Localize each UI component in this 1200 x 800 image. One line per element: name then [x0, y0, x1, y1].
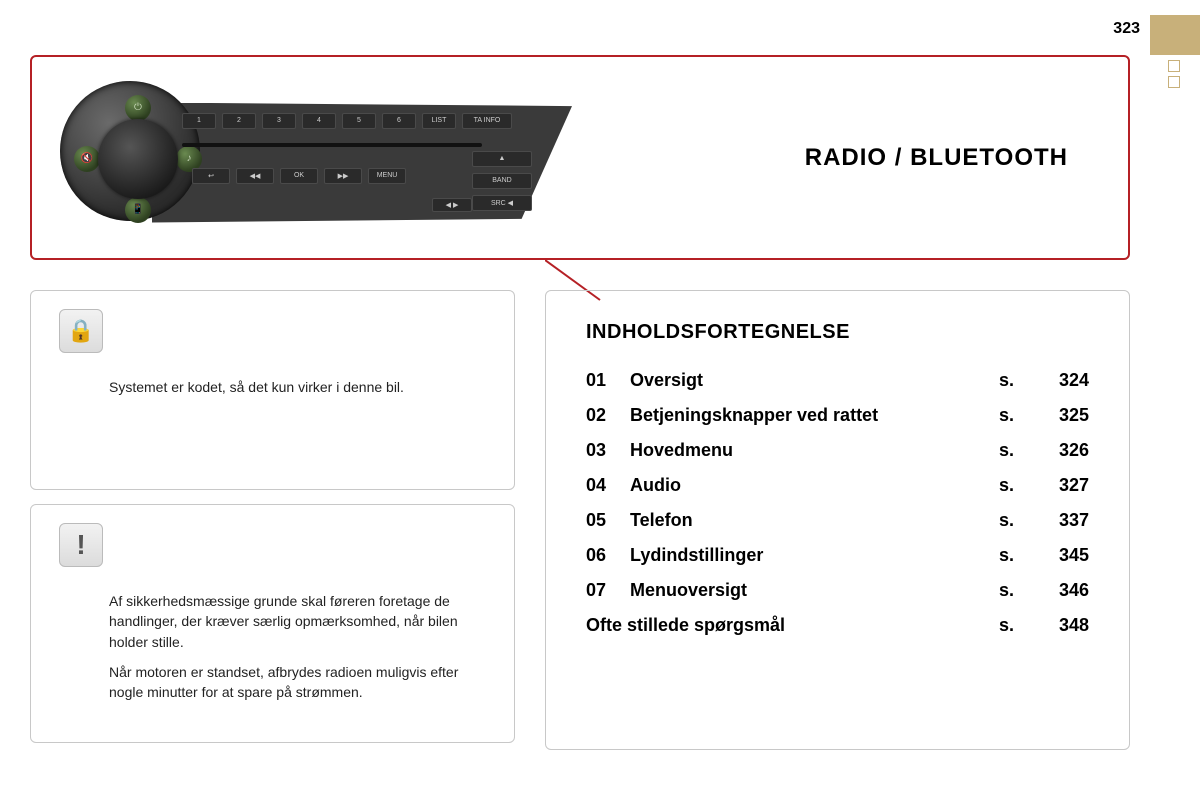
toc-row: 03 Hovedmenu s. 326: [586, 440, 1089, 461]
toc-prefix: s.: [999, 370, 1039, 391]
mute-icon: 🔇: [74, 146, 100, 172]
preset-row: 1 2 3 4 5 6 LIST TA INFO: [182, 113, 512, 129]
warning-text-2: Når motoren er standset, afbrydes radioe…: [109, 662, 476, 703]
page-number: 323: [1113, 20, 1140, 38]
toc-panel: INDHOLDSFORTEGNELSE 01 Oversigt s. 324 0…: [545, 290, 1130, 750]
hero-panel: ⏻ 🔇 ♪ 📱 1 2 3 4 5 6 LIST TA INFO ↩ ◀◀ OK…: [30, 55, 1130, 260]
toc-prefix: s.: [999, 510, 1039, 531]
toc-row: 02 Betjeningsknapper ved rattet s. 325: [586, 405, 1089, 426]
power-icon: ⏻: [125, 95, 151, 121]
toc-prefix: s.: [999, 405, 1039, 426]
src-button: SRC ◀: [472, 195, 532, 211]
toc-num: 03: [586, 440, 630, 461]
toc-num: 05: [586, 510, 630, 531]
toc-page: 324: [1039, 370, 1089, 391]
info-box-lock: 🔒 Systemet er kodet, så det kun virker i…: [30, 290, 515, 490]
toc-row: 06 Lydindstillinger s. 345: [586, 545, 1089, 566]
corner-tab: [1150, 15, 1200, 55]
side-decor: [1168, 60, 1180, 88]
toc-label: Telefon: [630, 510, 999, 531]
toc-row: 05 Telefon s. 337: [586, 510, 1089, 531]
toc-prefix: s.: [999, 440, 1039, 461]
band-button: BAND: [472, 173, 532, 189]
toc-num: 07: [586, 580, 630, 601]
toc-prefix: s.: [999, 475, 1039, 496]
toc-label: Hovedmenu: [630, 440, 999, 461]
phone-icon: 📱: [125, 197, 151, 223]
toc-page: 345: [1039, 545, 1089, 566]
toc-row: 01 Oversigt s. 324: [586, 370, 1089, 391]
toc-label: Betjeningsknapper ved rattet: [630, 405, 999, 426]
radio-device-illustration: ⏻ 🔇 ♪ 📱 1 2 3 4 5 6 LIST TA INFO ↩ ◀◀ OK…: [52, 73, 572, 243]
prev-button: ◀◀: [236, 168, 274, 184]
toc-page: 325: [1039, 405, 1089, 426]
toc-title: INDHOLDSFORTEGNELSE: [586, 321, 1089, 344]
toc-num: 01: [586, 370, 630, 391]
lock-text: Systemet er kodet, så det kun virker i d…: [109, 377, 476, 397]
toc-label: Lydindstillinger: [630, 545, 999, 566]
warning-text-1: Af sikkerhedsmæssige grunde skal føreren…: [109, 591, 476, 652]
toc-row: 04 Audio s. 327: [586, 475, 1089, 496]
toc-page: 346: [1039, 580, 1089, 601]
toc-prefix: s.: [999, 545, 1039, 566]
hero-title: RADIO / BLUETOOTH: [805, 144, 1068, 172]
toc-num: 06: [586, 545, 630, 566]
preset-2: 2: [222, 113, 256, 129]
toc-faq-label: Ofte stillede spørgsmål: [586, 615, 999, 636]
toc-num: 04: [586, 475, 630, 496]
toc-page: 326: [1039, 440, 1089, 461]
toc-faq-page: 348: [1039, 615, 1089, 636]
preset-5: 5: [342, 113, 376, 129]
preset-6: 6: [382, 113, 416, 129]
toc-row-faq: Ofte stillede spørgsmål s. 348: [586, 615, 1089, 636]
preset-list: LIST: [422, 113, 456, 129]
toc-list: 01 Oversigt s. 324 02 Betjeningsknapper …: [586, 370, 1089, 636]
toc-prefix: s.: [999, 580, 1039, 601]
preset-1: 1: [182, 113, 216, 129]
toc-row: 07 Menuoversigt s. 346: [586, 580, 1089, 601]
toc-label: Menuoversigt: [630, 580, 999, 601]
toc-label: Oversigt: [630, 370, 999, 391]
toc-prefix: s.: [999, 615, 1039, 636]
ok-button: OK: [280, 168, 318, 184]
back-button: ↩: [192, 168, 230, 184]
next-button: ▶▶: [324, 168, 362, 184]
rocker-switch: ◀ ▶: [432, 198, 472, 212]
menu-button: MENU: [368, 168, 406, 184]
side-button-column: ▲ BAND SRC ◀: [472, 151, 532, 211]
toc-page: 327: [1039, 475, 1089, 496]
toc-label: Audio: [630, 475, 999, 496]
control-row: ↩ ◀◀ OK ▶▶ MENU: [192, 168, 406, 184]
info-box-warning: ! Af sikkerhedsmæssige grunde skal fører…: [30, 504, 515, 743]
warning-icon: !: [59, 523, 103, 567]
eject-button: ▲: [472, 151, 532, 167]
preset-4: 4: [302, 113, 336, 129]
toc-num: 02: [586, 405, 630, 426]
cd-slot: [182, 143, 482, 147]
lock-icon: 🔒: [59, 309, 103, 353]
preset-3: 3: [262, 113, 296, 129]
toc-page: 337: [1039, 510, 1089, 531]
volume-dial: ⏻ 🔇 ♪ 📱: [60, 81, 200, 221]
ta-info-button: TA INFO: [462, 113, 512, 129]
